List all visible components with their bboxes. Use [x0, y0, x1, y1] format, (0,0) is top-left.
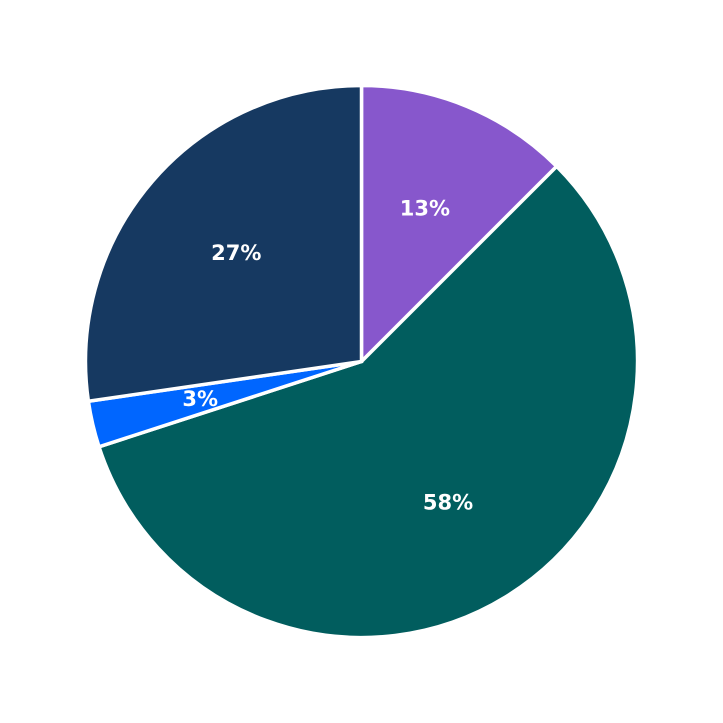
pie-slice-label-0: 13%: [400, 197, 450, 221]
pie-slice-3: [83, 83, 364, 404]
pie-slice-label-1: 58%: [423, 491, 473, 515]
pie-slice-label-2: 3%: [182, 387, 218, 411]
pie-labels: 13% 58% 3% 27%: [182, 197, 473, 515]
pie-slice-1: [96, 163, 640, 640]
pie-slice-label-3: 27%: [211, 241, 261, 265]
pie-slices: [83, 83, 640, 640]
pie-slice-0: [359, 83, 560, 366]
